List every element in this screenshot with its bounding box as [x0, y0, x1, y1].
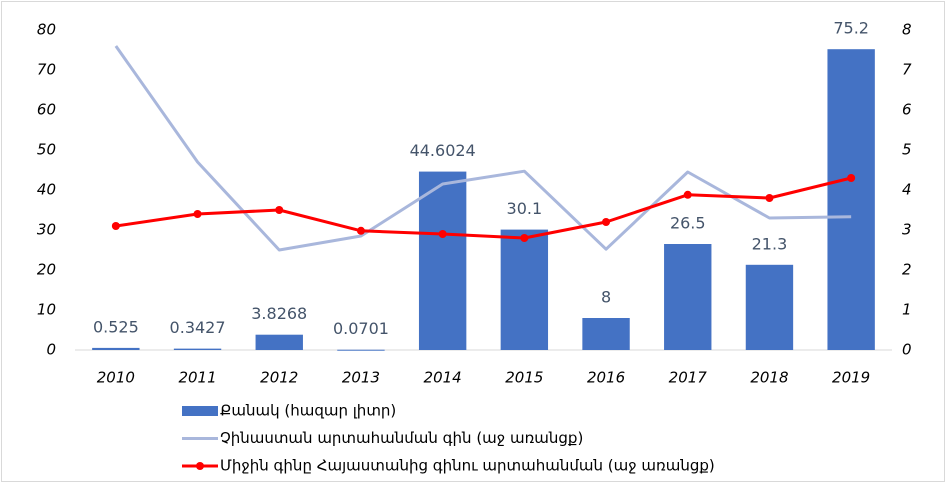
y2-tick-label: 2: [902, 261, 912, 279]
legend-label: Չինաստան արտահանման գին (աջ առանցք): [220, 429, 583, 447]
line-marker: [683, 190, 692, 199]
line-marker: [111, 222, 120, 230]
x-tick-label: 2013: [342, 369, 380, 387]
x-tick-label: 2018: [750, 369, 788, 387]
y-tick-label: 80: [37, 21, 56, 39]
line-marker: [520, 234, 529, 242]
x-tick-label: 2010: [97, 369, 135, 387]
data-label: 26.5: [670, 214, 706, 233]
y-tick-label: 70: [37, 61, 56, 79]
legend-label: Միջին գինը Հայաստանից գինու արտահանման (…: [220, 457, 715, 475]
x-tick-label: 2016: [587, 369, 625, 387]
bar: [745, 264, 794, 350]
line-marker: [193, 210, 202, 218]
y-tick-label: 40: [37, 181, 56, 199]
line-marker: [765, 194, 774, 202]
line-marker: [438, 230, 447, 238]
bar: [92, 347, 140, 350]
y-tick-label: 0: [46, 341, 56, 359]
bar: [337, 349, 385, 351]
line-marker: [847, 174, 856, 182]
y-tick-label: 20: [37, 261, 56, 279]
y2-tick-label: 1: [902, 301, 912, 319]
x-tick-label: 2014: [424, 369, 462, 387]
line-marker: [602, 218, 611, 226]
x-tick-label: 2019: [832, 369, 870, 387]
bar: [418, 171, 467, 350]
data-label: 21.3: [752, 234, 788, 253]
data-label: 3.8268: [251, 304, 307, 323]
data-label: 8: [601, 288, 611, 307]
y-tick-label: 30: [37, 221, 56, 239]
y2-tick-label: 7: [902, 61, 912, 79]
bar: [500, 229, 549, 350]
bar: [582, 318, 630, 350]
line-marker: [275, 206, 284, 214]
bar: [173, 348, 222, 350]
bar: [255, 334, 303, 350]
x-tick-label: 2012: [260, 369, 298, 387]
data-label: 0.3427: [170, 318, 226, 337]
data-label: 30.1: [507, 199, 543, 218]
bar: [664, 244, 712, 350]
x-tick-label: 2015: [505, 369, 543, 387]
x-tick-label: 2011: [178, 369, 216, 387]
y-tick-label: 10: [37, 301, 56, 319]
data-label: 44.6024: [410, 141, 476, 160]
data-label: 75.2: [833, 19, 869, 38]
legend-swatch: [182, 406, 218, 416]
y2-tick-label: 0: [902, 341, 912, 359]
y-tick-label: 60: [37, 101, 56, 119]
line-marker: [356, 226, 365, 235]
bar: [827, 49, 875, 350]
y2-tick-label: 8: [902, 21, 912, 39]
y2-tick-label: 5: [902, 141, 912, 159]
x-tick-label: 2017: [669, 369, 708, 387]
y2-tick-label: 6: [902, 101, 912, 119]
legend-label: Քանակ (հազար լիտր): [220, 402, 396, 420]
line: [115, 176, 852, 240]
y-tick-label: 50: [37, 141, 56, 159]
data-label: 0.0701: [333, 319, 389, 338]
legend-marker: [196, 462, 204, 470]
data-label: 0.525: [93, 317, 139, 336]
y2-tick-label: 3: [902, 221, 912, 239]
y2-tick-label: 4: [902, 181, 912, 199]
